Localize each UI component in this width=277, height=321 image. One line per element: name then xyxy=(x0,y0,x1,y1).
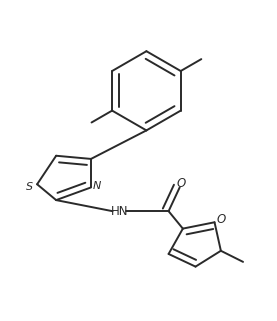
Text: S: S xyxy=(26,182,33,192)
Text: O: O xyxy=(217,213,226,226)
Text: HN: HN xyxy=(111,205,128,218)
Text: O: O xyxy=(177,177,186,190)
Text: N: N xyxy=(93,181,101,191)
